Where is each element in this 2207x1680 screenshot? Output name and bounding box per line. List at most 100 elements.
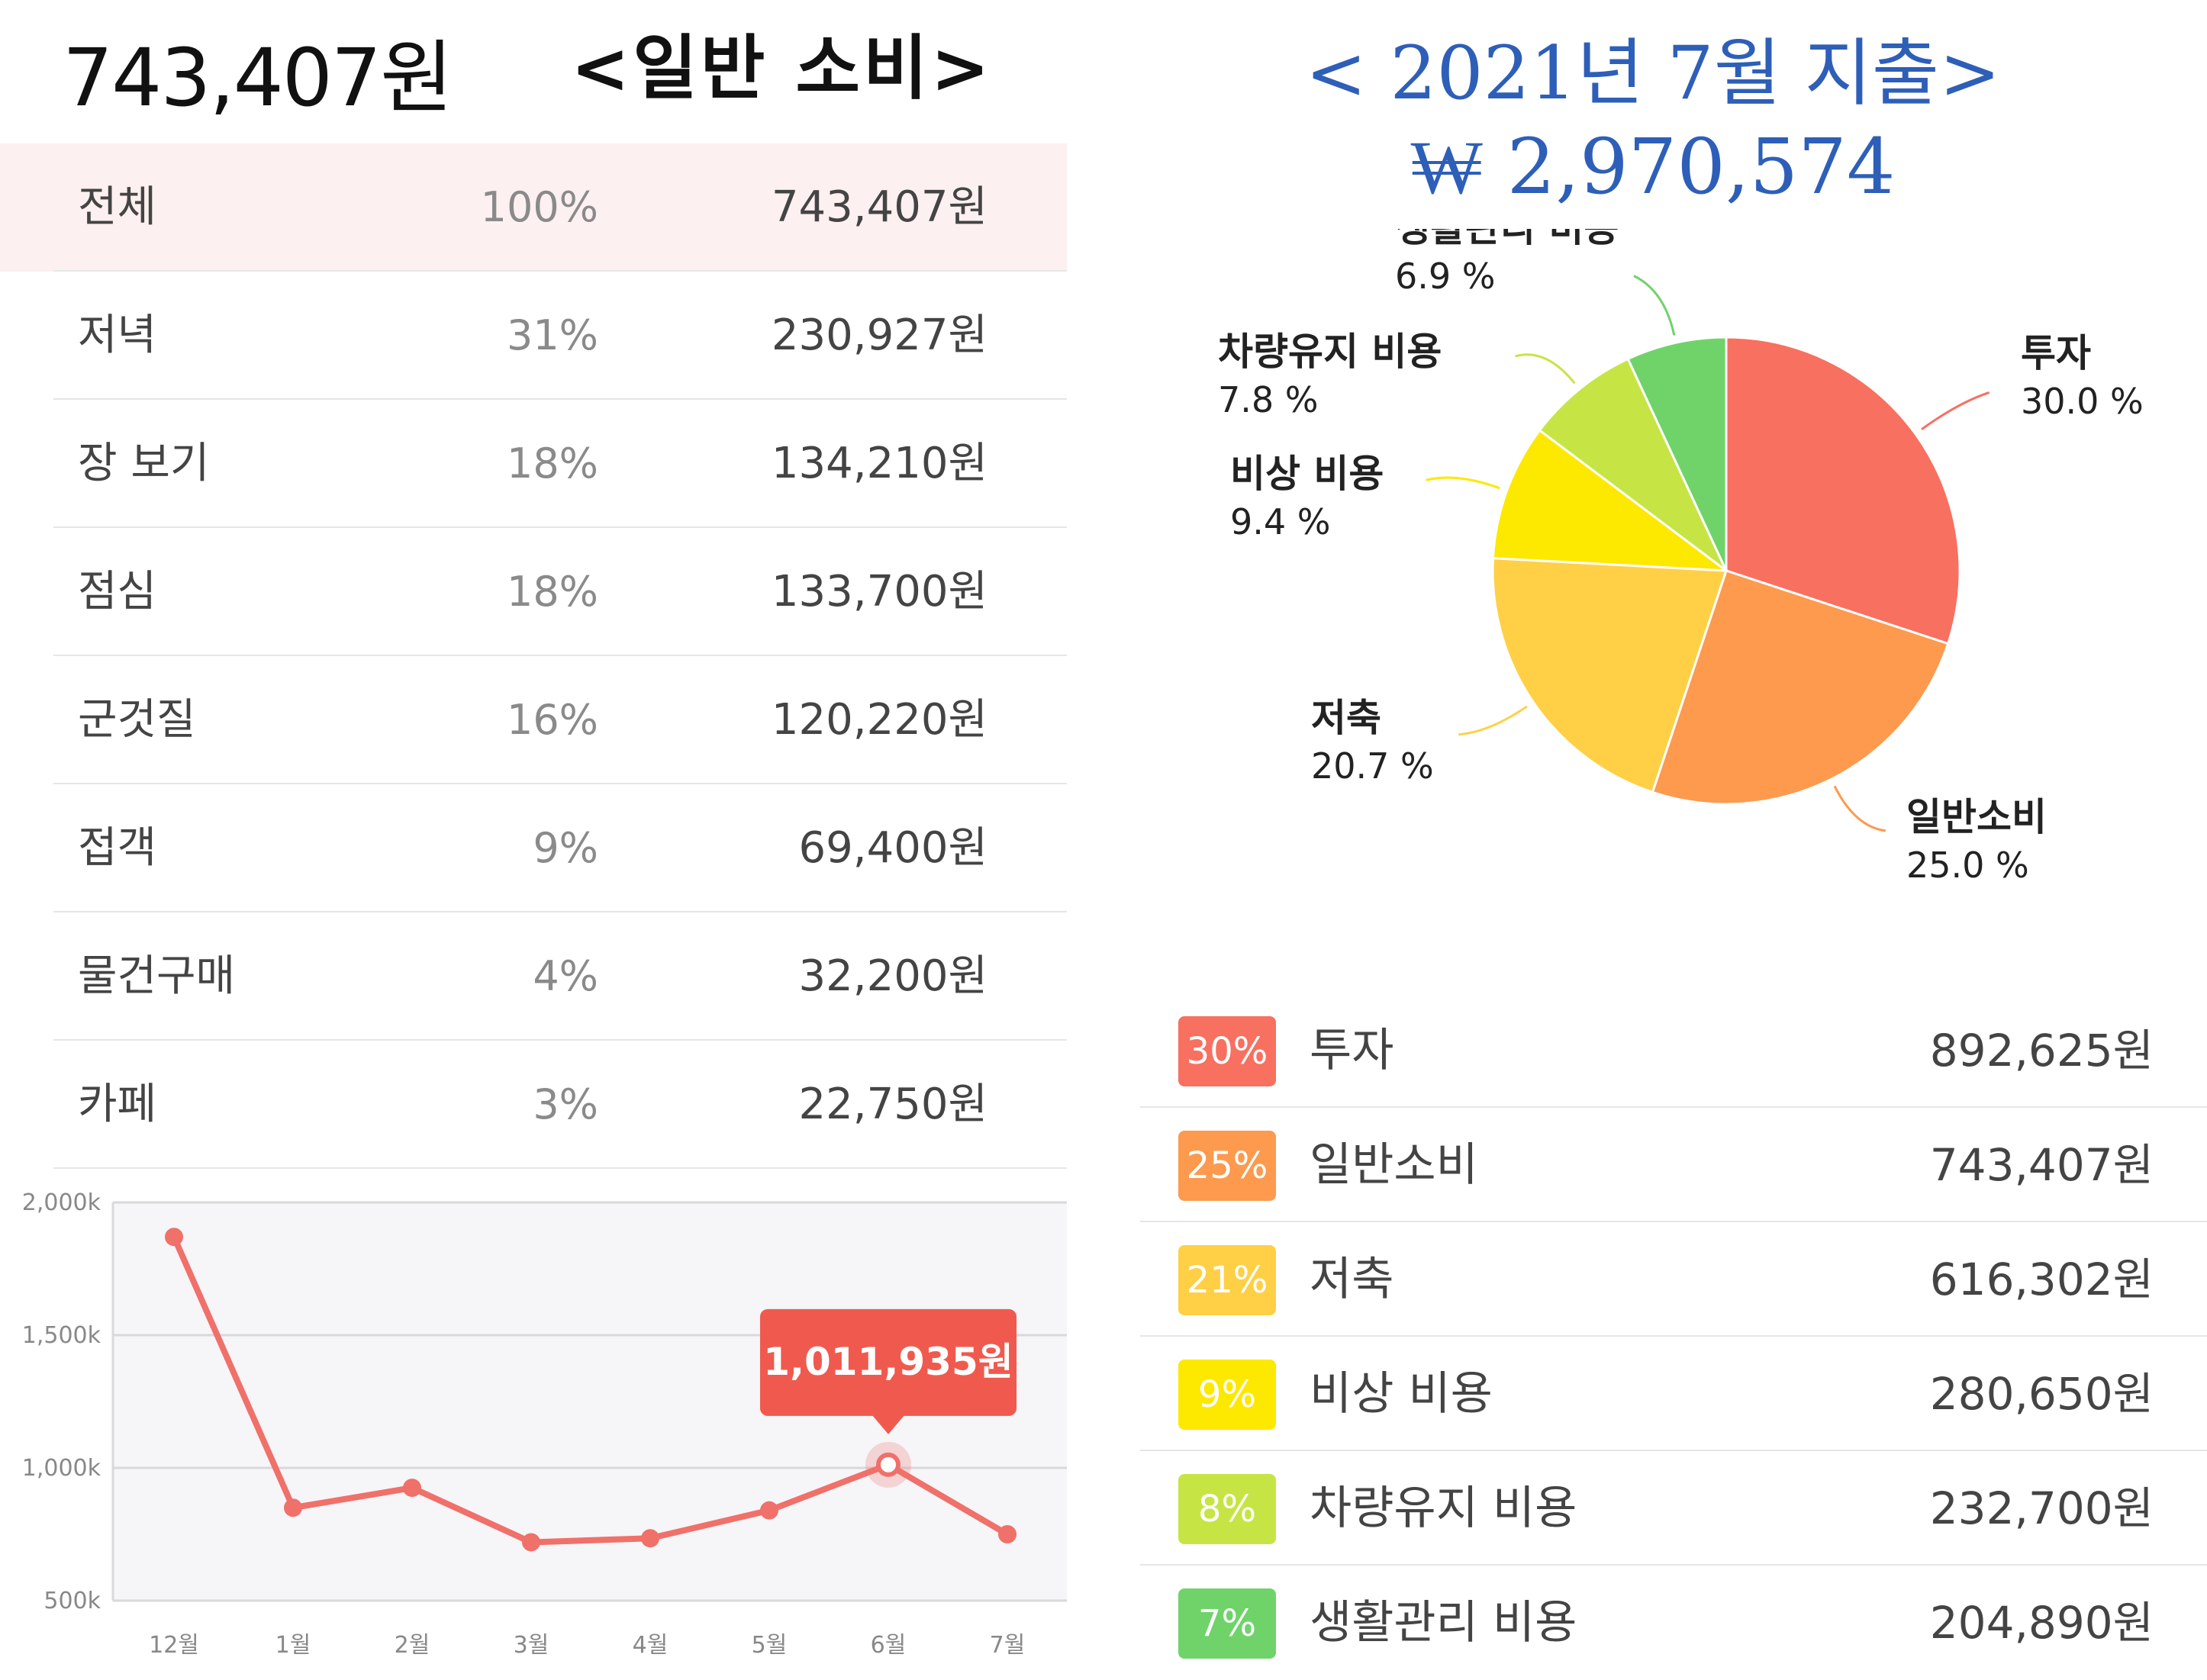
category-row-total[interactable]: 전체 100% 743,407원 [0, 143, 1067, 272]
legend-row[interactable]: 9% 비상 비용 280,650원 [1140, 1337, 2207, 1451]
category-name: 장 보기 [78, 439, 210, 488]
slice-label: 생활관리 비용 [1395, 229, 1619, 250]
pie-slice[interactable] [1626, 336, 1728, 571]
slice-value-label: 20.7 % [1311, 745, 1434, 787]
category-percent: 4% [533, 952, 598, 1000]
pie-slice[interactable] [1651, 569, 1950, 806]
legend-name: 비상 비용 [1310, 1367, 1493, 1421]
right-total-amount: ₩ 2,970,574 [1410, 122, 1896, 211]
legend-amount: 204,890원 [1929, 1597, 2154, 1649]
y-tick-label: 2,000k [22, 1189, 101, 1216]
category-row[interactable]: 접객 9% 69,400원 [0, 784, 1067, 912]
pie-slice[interactable] [1538, 357, 1728, 572]
data-point[interactable] [998, 1525, 1017, 1543]
legend-amount: 616,302원 [1929, 1254, 2154, 1305]
y-tick-label: 1,500k [22, 1322, 101, 1349]
pie-slice[interactable] [1491, 428, 1730, 572]
legend-amount: 280,650원 [1929, 1368, 2154, 1420]
slice-value-label: 30.0 % [2021, 381, 2144, 422]
slice-value-label: 9.4 % [1230, 501, 1331, 542]
expense-legend-list: 30% 투자 892,625원 25% 일반소비 743,407원 21% 저축 616,302… [1140, 993, 2207, 1680]
data-point[interactable] [165, 1228, 183, 1247]
percent-badge: 7% [1178, 1588, 1276, 1659]
legend-row[interactable]: 25% 일반소비 743,407원 [1140, 1108, 2207, 1222]
leader-line [1426, 476, 1500, 490]
x-tick-label: 3월 [514, 1632, 549, 1659]
category-row[interactable]: 점심 18% 133,700원 [0, 528, 1067, 656]
data-point[interactable] [403, 1479, 421, 1498]
slice-value-label: 6.9 % [1395, 256, 1496, 297]
category-row[interactable]: 장 보기 18% 134,210원 [0, 400, 1067, 528]
percent-badge: 21% [1178, 1245, 1276, 1315]
data-point[interactable] [641, 1529, 659, 1548]
category-percent: 16% [506, 696, 598, 744]
row-divider [53, 270, 1067, 272]
category-percent: 18% [506, 568, 598, 616]
row-divider [53, 655, 1067, 656]
leader-line [1833, 785, 1886, 832]
category-row[interactable]: 카페 3% 22,750원 [0, 1041, 1067, 1169]
category-row[interactable]: 물건구매 4% 32,200원 [0, 912, 1067, 1041]
legend-name: 차량유지 비용 [1310, 1482, 1577, 1535]
percent-badge: 30% [1178, 1016, 1276, 1086]
category-amount: 134,210원 [771, 439, 988, 488]
series-line [171, 1235, 1010, 1546]
category-row[interactable]: 저녁 31% 230,927원 [0, 272, 1067, 400]
left-total-amount: 743,407원 [63, 31, 453, 124]
x-tick-label: 1월 [275, 1632, 311, 1659]
legend-row[interactable]: 7% 생활관리 비용 204,890원 [1140, 1566, 2207, 1680]
category-name: 점심 [78, 567, 157, 616]
row-divider [1140, 1106, 2207, 1108]
pie-slice[interactable] [1491, 557, 1729, 794]
row-divider [53, 1039, 1067, 1041]
slice-value-label: 25.0 % [1906, 845, 2029, 886]
data-point[interactable] [760, 1501, 778, 1520]
leader-line [1921, 391, 1990, 430]
slice-label: 저축 [1311, 696, 1381, 740]
x-tick-label: 2월 [395, 1632, 430, 1659]
row-divider [53, 911, 1067, 912]
legend-row[interactable]: 21% 저축 616,302원 [1140, 1222, 2207, 1337]
category-name: 물건구매 [78, 951, 236, 1001]
leader-line [1633, 275, 1676, 336]
row-divider [53, 398, 1067, 400]
category-percent: 100% [480, 183, 598, 231]
category-percent: 3% [533, 1080, 598, 1128]
x-tick-label: 6월 [871, 1632, 907, 1659]
legend-amount: 892,625원 [1929, 1025, 2154, 1077]
leader-line [1458, 705, 1528, 736]
row-divider [1140, 1564, 2207, 1566]
tooltip-label: 1,011,935원 [763, 1340, 1013, 1384]
category-name: 군것질 [78, 695, 196, 745]
y-tick-label: 1,000k [22, 1455, 101, 1482]
row-divider [1140, 1221, 2207, 1222]
legend-row[interactable]: 30% 투자 892,625원 [1140, 993, 2207, 1108]
legend-name: 투자 [1310, 1024, 1394, 1077]
x-tick-label: 7월 [990, 1632, 1026, 1659]
row-divider [1140, 1335, 2207, 1337]
data-point[interactable] [522, 1533, 540, 1552]
category-name: 전체 [78, 182, 157, 232]
slice-label: 투자 [2021, 331, 2091, 375]
data-point-highlight[interactable] [876, 1452, 901, 1477]
tooltip-arrow [872, 1414, 905, 1434]
pie-slice[interactable] [1725, 336, 1961, 645]
category-row[interactable]: 군것질 16% 120,220원 [0, 656, 1067, 784]
category-amount: 133,700원 [771, 567, 988, 616]
legend-name: 일반소비 [1310, 1138, 1478, 1192]
legend-row[interactable]: 8% 차량유지 비용 232,700원 [1140, 1451, 2207, 1566]
x-tick-label: 12월 [149, 1632, 199, 1659]
category-amount: 230,927원 [771, 311, 988, 360]
category-name: 카페 [78, 1080, 157, 1129]
category-table: 전체 100% 743,407원 저녁 31% 230,927원 장 보기 18% 134,21… [0, 143, 1067, 1169]
leader-line [1515, 353, 1576, 385]
slice-value-label: 7.8 % [1218, 379, 1319, 420]
category-amount: 120,220원 [771, 695, 988, 745]
percent-badge: 25% [1178, 1131, 1276, 1201]
category-amount: 69,400원 [798, 823, 988, 873]
category-amount: 743,407원 [771, 182, 988, 232]
category-percent: 9% [533, 824, 598, 872]
category-name: 저녁 [78, 311, 157, 360]
data-point[interactable] [284, 1498, 302, 1517]
x-tick-label: 5월 [752, 1632, 788, 1659]
